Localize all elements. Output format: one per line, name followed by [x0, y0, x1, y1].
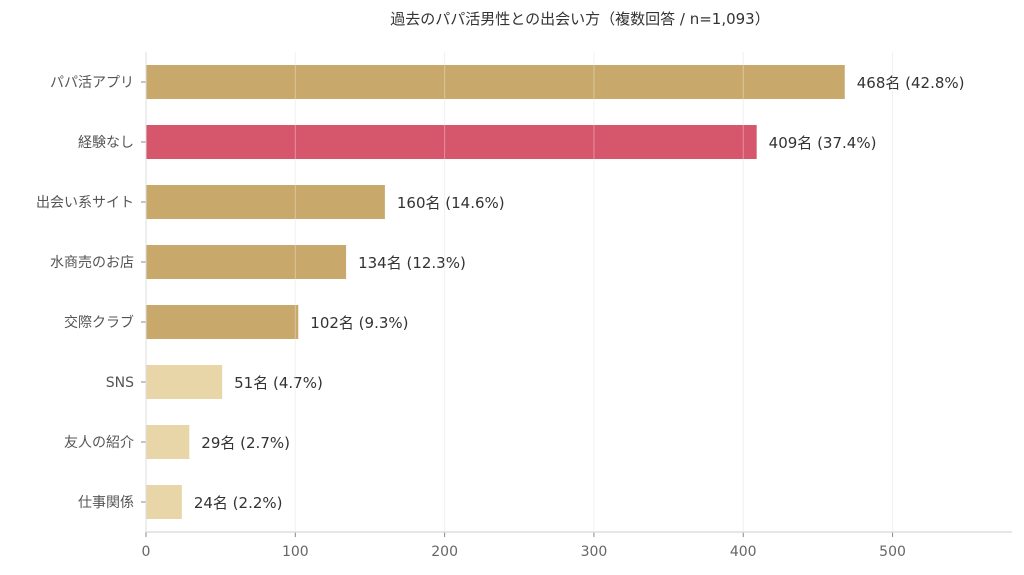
bar — [146, 65, 845, 99]
category-label: 仕事関係 — [78, 495, 134, 511]
bar — [146, 185, 385, 219]
category-label: 出会い系サイト — [36, 195, 134, 211]
data-label: 29名 (2.7%) — [201, 434, 290, 452]
bar — [146, 425, 190, 459]
bar — [146, 485, 182, 519]
data-label: 134名 (12.3%) — [358, 254, 466, 272]
x-tick-label: 200 — [431, 544, 458, 560]
x-tick-label: 100 — [282, 544, 309, 560]
data-label: 102名 (9.3%) — [310, 314, 408, 332]
bar — [146, 365, 223, 399]
category-label: パパ活アプリ — [50, 75, 134, 91]
category-label: 水商売のお店 — [50, 255, 134, 271]
bar — [146, 245, 347, 279]
data-label: 468名 (42.8%) — [857, 74, 965, 92]
chart-title: 過去のパパ活男性との出会い方（複数回答 / n=1,093） — [390, 10, 770, 28]
category-label: 経験なし — [78, 135, 134, 151]
x-tick-label: 0 — [142, 544, 151, 560]
data-label: 51名 (4.7%) — [234, 374, 323, 392]
x-tick-label: 300 — [581, 544, 608, 560]
x-tick-label: 500 — [879, 544, 906, 560]
data-label: 160名 (14.6%) — [397, 194, 505, 212]
data-label: 409名 (37.4%) — [769, 134, 877, 152]
x-tick-label: 400 — [730, 544, 757, 560]
bar — [146, 305, 299, 339]
data-label: 24名 (2.2%) — [194, 494, 283, 512]
bar — [146, 125, 757, 159]
category-label: 交際クラブ — [64, 314, 134, 331]
category-label: SNS — [106, 375, 134, 391]
category-label: 友人の紹介 — [64, 435, 134, 451]
